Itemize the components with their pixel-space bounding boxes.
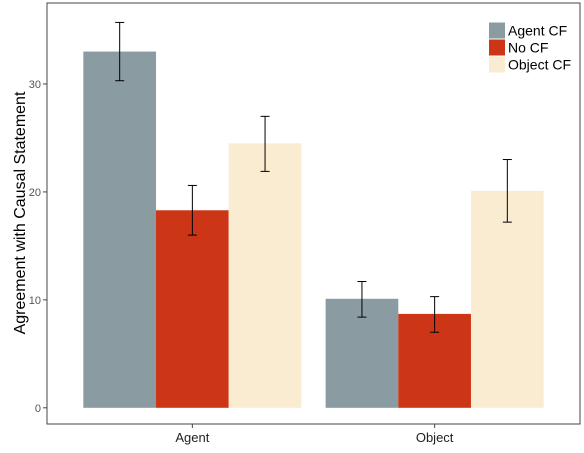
y-tick-label: 30 <box>29 79 41 91</box>
legend-swatch <box>489 56 505 73</box>
x-tick-label: Agent <box>175 430 209 445</box>
y-axis: 0 10 20 30 <box>29 79 47 415</box>
error-bar <box>357 281 367 318</box>
y-tick-label: 20 <box>29 187 41 199</box>
bar-no-cf-agent <box>156 210 229 408</box>
error-bars <box>115 21 512 333</box>
bar-agent-cf-agent <box>83 51 157 408</box>
error-bar <box>260 115 270 172</box>
legend-label: No CF <box>508 40 548 56</box>
error-bar <box>115 21 125 82</box>
x-tick-label: Object <box>416 430 454 445</box>
error-bar <box>187 184 197 236</box>
error-bar <box>502 159 512 223</box>
error-bar <box>430 296 440 333</box>
y-axis-label: Agreement with Causal Statement <box>12 91 29 334</box>
bar-object-cf-object <box>470 190 544 408</box>
legend-label: Object CF <box>508 57 571 73</box>
legend-swatch <box>489 39 505 56</box>
y-tick-label: 0 <box>35 403 41 415</box>
bars <box>83 51 544 408</box>
legend-label: Agent CF <box>508 23 567 39</box>
x-axis: Agent Object <box>175 424 454 445</box>
bar-object-cf-agent <box>228 143 302 408</box>
y-tick-label: 10 <box>29 295 41 307</box>
legend-swatch <box>489 22 505 39</box>
